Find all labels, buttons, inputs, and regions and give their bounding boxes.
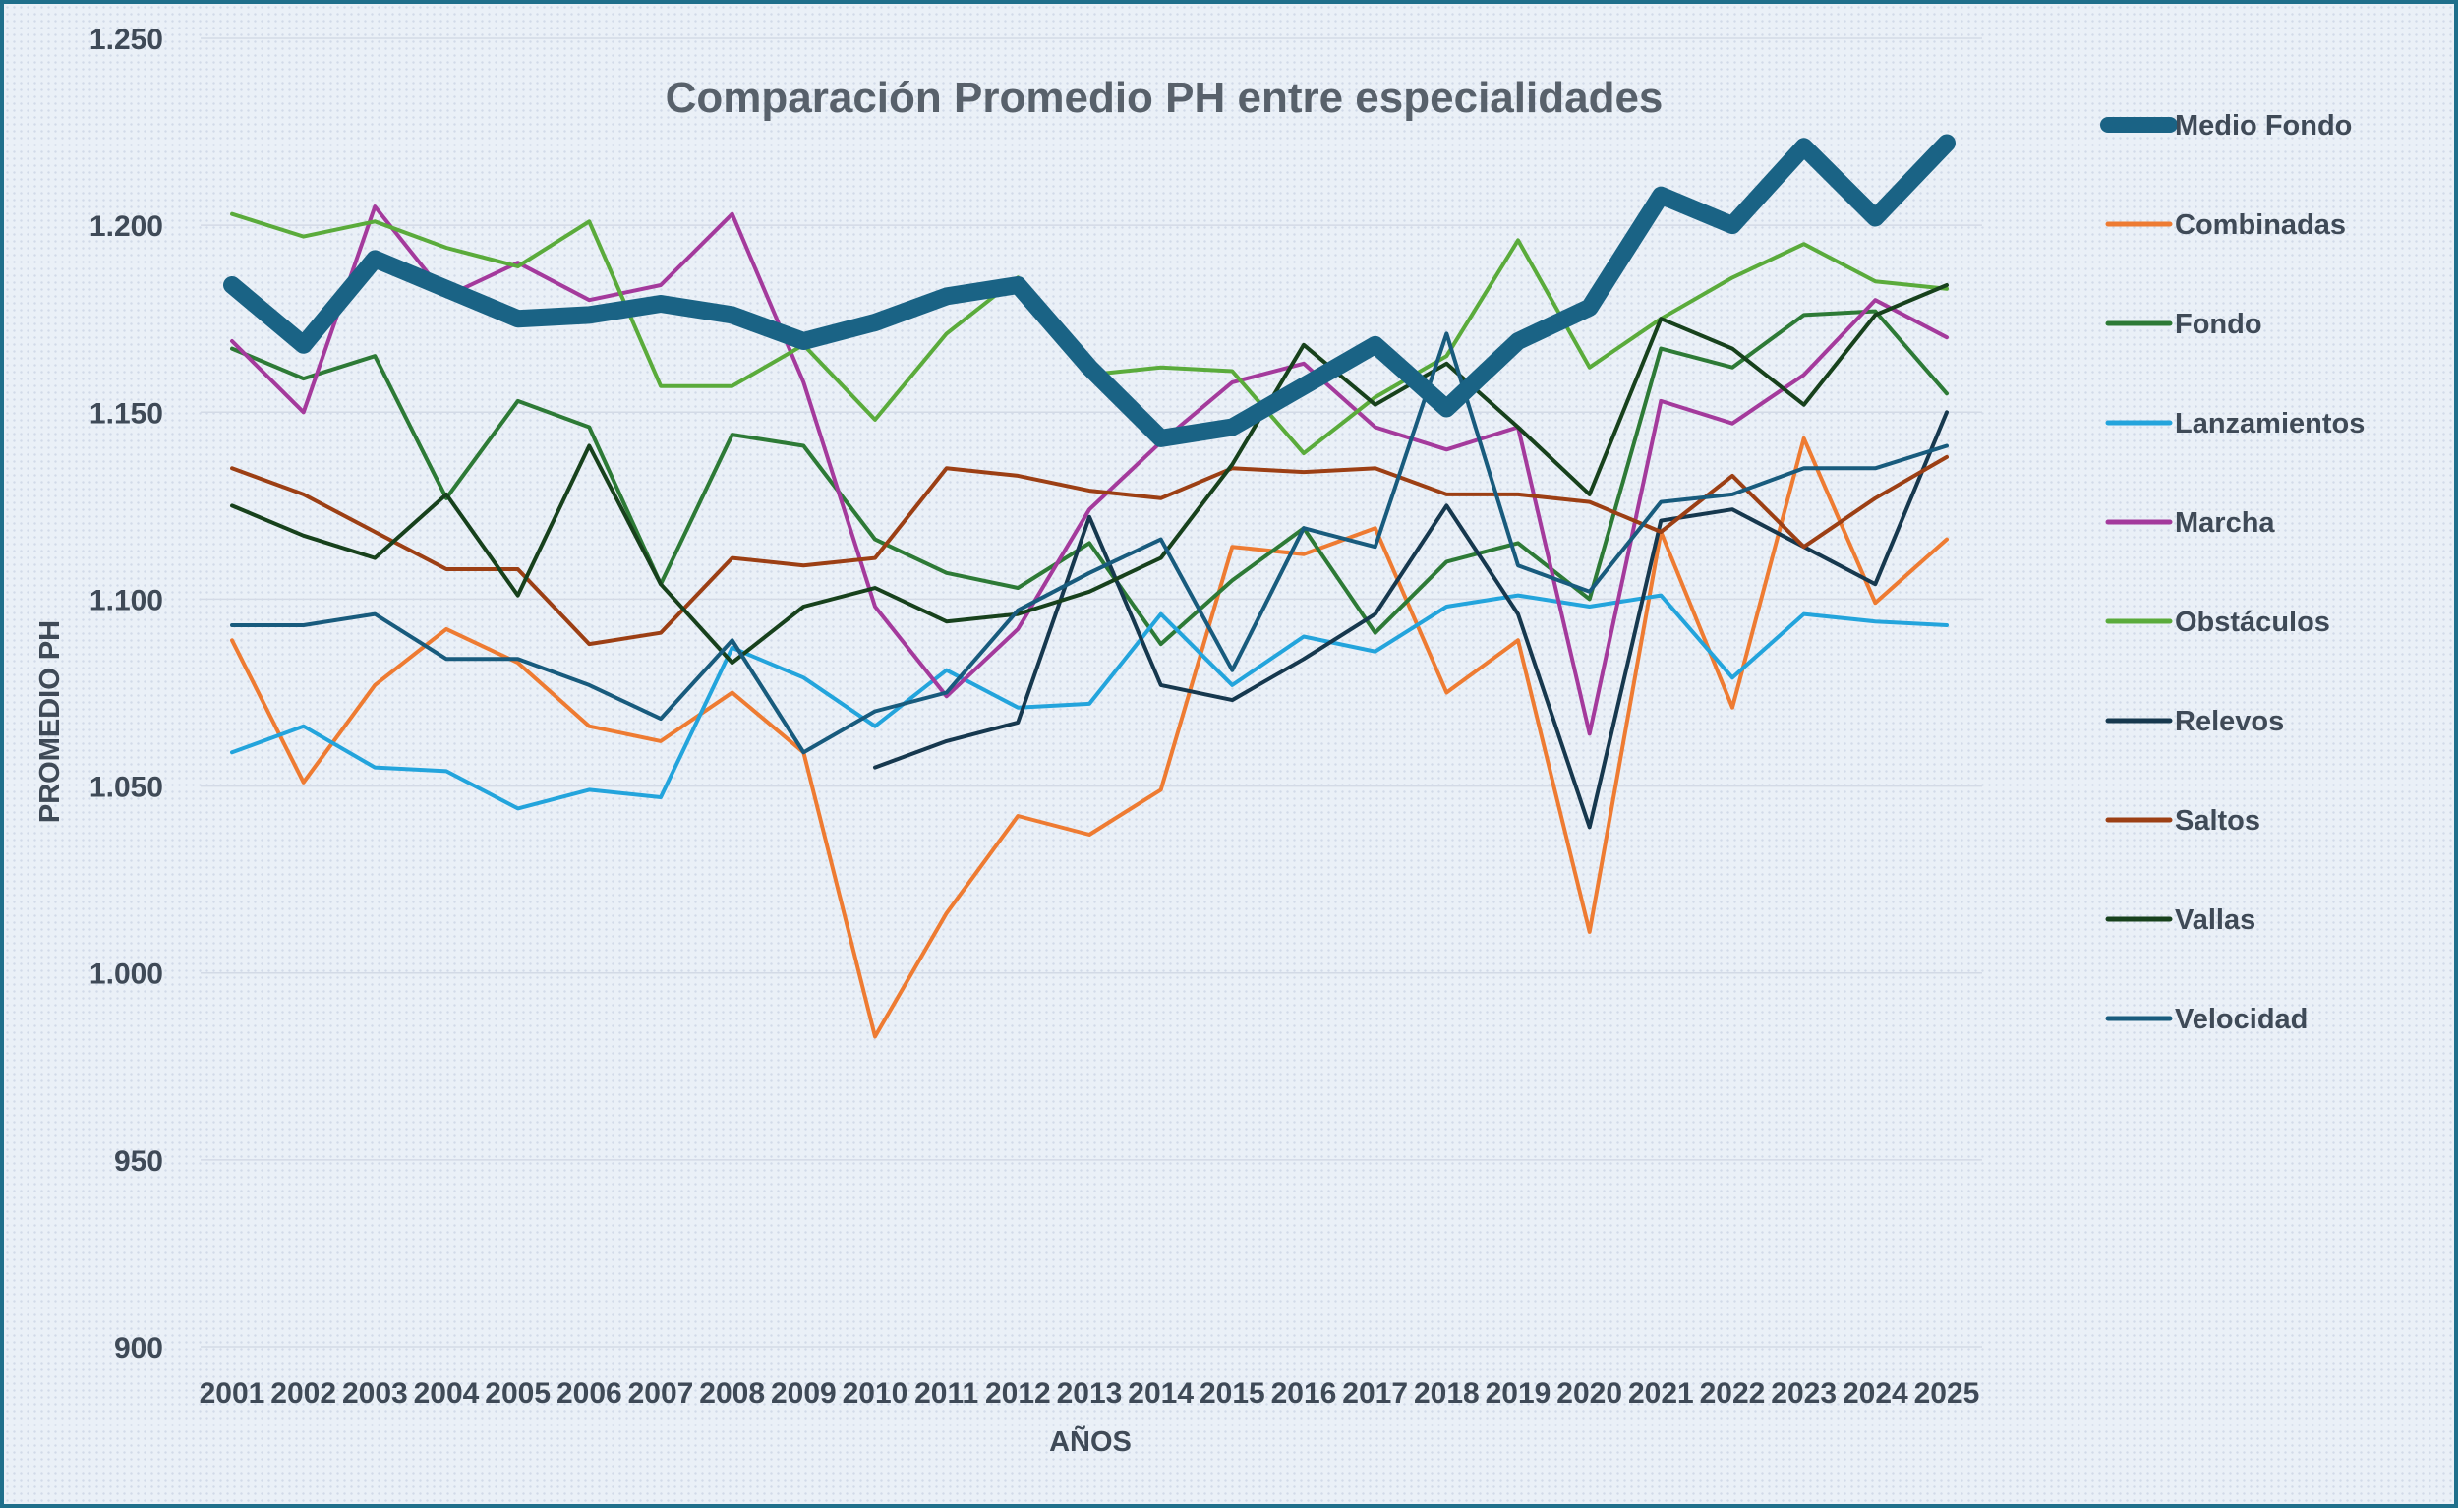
x-tick-label: 2020 — [1556, 1377, 1622, 1410]
series-lines — [223, 134, 1956, 1039]
x-tick-label: 2011 — [914, 1377, 978, 1410]
x-tick-label: 2013 — [1057, 1377, 1123, 1410]
y-tick-label: 1.150 — [89, 397, 163, 430]
legend: Medio Fondo Combinadas Fondo Lanzamientos Ma… — [2100, 110, 2365, 1035]
y-tick-label: 1.200 — [89, 210, 163, 243]
x-tick-label: 2008 — [699, 1377, 765, 1410]
y-tick-label: 1.050 — [89, 772, 163, 804]
x-tick-label: 2014 — [1128, 1377, 1194, 1410]
y-tick-label: 950 — [114, 1145, 163, 1178]
legend-label: Medio Fondo — [2175, 110, 2352, 142]
x-tick-label: 2022 — [1700, 1377, 1766, 1410]
x-tick-label: 2009 — [771, 1377, 837, 1410]
y-axis-ticks: 900 950 1.000 1.050 1.100 1.150 1.200 1.250 — [89, 24, 163, 1365]
x-tick-label: 2023 — [1771, 1377, 1837, 1410]
x-tick-label: 2006 — [556, 1377, 622, 1410]
x-tick-label: 2016 — [1271, 1377, 1337, 1410]
legend-label: Saltos — [2175, 805, 2260, 837]
x-axis-ticks: 2001 2002 2003 2004 2005 2006 2007 2008 2009 2010… — [200, 1377, 1980, 1410]
x-tick-label: 2019 — [1486, 1377, 1551, 1410]
series-line-vallas — [230, 283, 1949, 666]
y-tick-label: 1.250 — [89, 24, 163, 56]
legend-label: Vallas — [2175, 904, 2255, 936]
chart-title: Comparación Promedio PH entre especialid… — [666, 74, 1664, 122]
gridlines — [201, 37, 1982, 1348]
x-tick-label: 2002 — [270, 1377, 336, 1410]
legend-label: Marcha — [2175, 507, 2275, 539]
series-line-lanzamientos — [230, 593, 1949, 811]
series-line-medio-fondo — [223, 134, 1956, 447]
series-line-fondo — [230, 309, 1949, 647]
x-tick-label: 2018 — [1414, 1377, 1480, 1410]
x-tick-label: 2001 — [200, 1377, 265, 1410]
x-tick-label: 2017 — [1342, 1377, 1408, 1410]
series-line-marcha — [230, 204, 1949, 736]
x-tick-label: 2012 — [985, 1377, 1051, 1410]
y-tick-label: 1.100 — [89, 584, 163, 616]
series-line-combinadas — [230, 436, 1949, 1039]
y-tick-label: 1.000 — [89, 959, 163, 991]
legend-label: Relevos — [2175, 706, 2284, 737]
x-tick-label: 2007 — [628, 1377, 694, 1410]
x-tick-label: 2004 — [414, 1377, 480, 1410]
legend-label: Combinadas — [2175, 209, 2346, 241]
y-tick-label: 900 — [114, 1332, 163, 1365]
legend-label: Lanzamientos — [2175, 408, 2365, 439]
x-axis-title: AÑOS — [1049, 1425, 1132, 1458]
x-tick-label: 2005 — [485, 1377, 551, 1410]
x-tick-label: 2010 — [843, 1377, 908, 1410]
series-line-velocidad — [230, 331, 1949, 755]
y-axis-title: PROMEDIO PH — [34, 620, 66, 823]
legend-label: Fondo — [2175, 309, 2262, 340]
series-line-obstáculos — [230, 211, 1949, 456]
legend-label: Obstáculos — [2175, 607, 2330, 638]
x-tick-label: 2025 — [1914, 1377, 1980, 1410]
series-line-saltos — [230, 454, 1949, 647]
x-tick-label: 2021 — [1628, 1377, 1694, 1410]
x-tick-label: 2015 — [1200, 1377, 1265, 1410]
x-tick-label: 2003 — [342, 1377, 408, 1410]
x-tick-label: 2024 — [1843, 1377, 1908, 1410]
legend-label: Velocidad — [2175, 1004, 2308, 1035]
line-chart: 900 950 1.000 1.050 1.100 1.150 1.200 1.250 200… — [34, 24, 2365, 1458]
series-line-relevos — [873, 410, 1949, 830]
